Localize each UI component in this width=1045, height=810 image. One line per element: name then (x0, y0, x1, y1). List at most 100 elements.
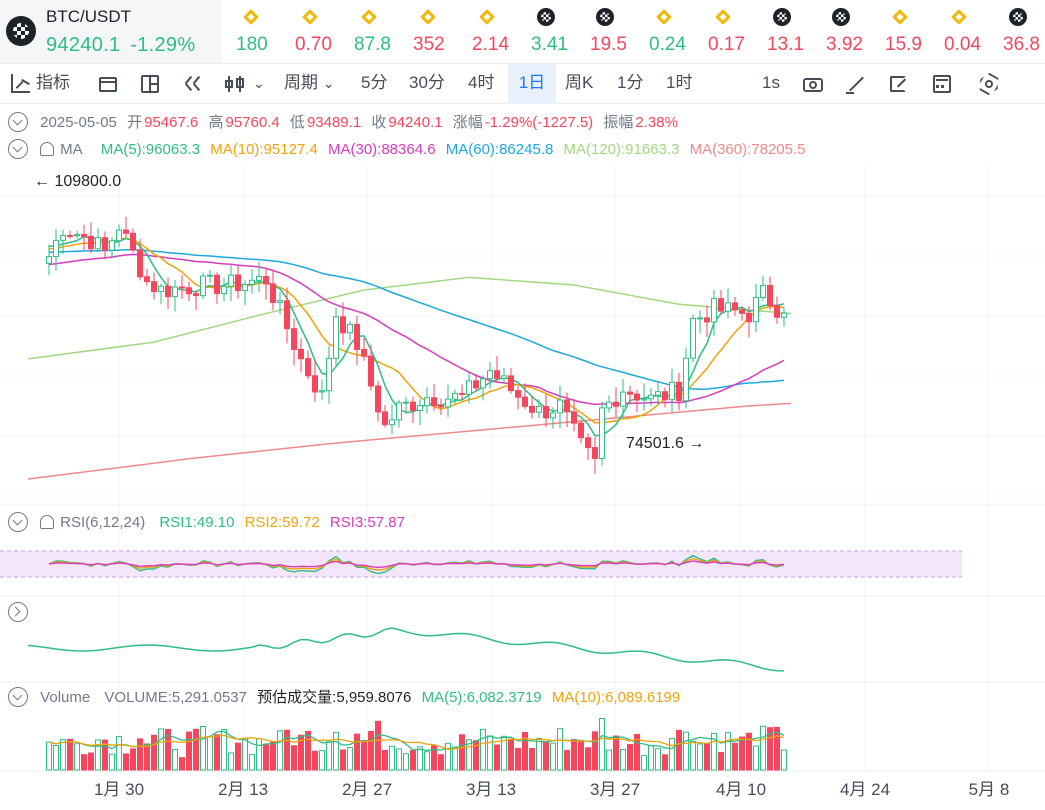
layout-icon[interactable] (139, 73, 161, 95)
change-value: -1.29%(-1227.5) (484, 114, 594, 131)
ma-legend: MA MA(5):96063.3 MA(10):95127.4 MA(30):8… (0, 138, 811, 162)
interval-5m[interactable]: 5分 (361, 73, 388, 92)
candle-body (760, 285, 766, 298)
chevron-down-icon[interactable]: ⌄ (253, 75, 265, 91)
candle-body (291, 328, 297, 350)
volume-bar (613, 735, 619, 771)
interval-1w[interactable]: 周K (565, 73, 594, 92)
alert-bell-icon[interactable] (40, 514, 55, 529)
candle-type-icon[interactable] (224, 73, 246, 95)
candle-body (242, 283, 248, 292)
symbol-selector[interactable]: BTC/USDT 94240.1 -1.29% (0, 0, 222, 63)
volume-bar (382, 749, 388, 771)
volume-bar (648, 744, 654, 771)
candle-body (389, 419, 395, 426)
coin-value: 13.1 (767, 34, 804, 55)
candle-body (718, 298, 724, 312)
interval-1min[interactable]: 1分 (617, 73, 644, 92)
amplitude-label: 振幅 (603, 114, 634, 131)
cursor-edit-icon[interactable] (887, 73, 909, 95)
coin-value: 87.8 (354, 34, 391, 55)
candle-body (214, 274, 220, 295)
candle-body (172, 286, 178, 298)
candle-body (781, 312, 787, 318)
volume-bar (550, 742, 556, 771)
indicator-button[interactable]: 指标 (36, 73, 70, 92)
candle-body (137, 249, 143, 278)
coin-7[interactable]: 0.24 (649, 6, 695, 63)
interval-1hour[interactable]: 1时 (666, 73, 693, 92)
volume-legend-title: Volume (40, 689, 91, 706)
volume-bar (487, 735, 493, 771)
volume-bar (732, 742, 738, 771)
coin-3[interactable]: 352 (413, 6, 459, 63)
volume-bar (123, 753, 129, 771)
camera-icon[interactable] (802, 73, 824, 95)
candle-body (522, 396, 528, 407)
x-tick-label: 4月 24 (840, 780, 890, 799)
candle-body (662, 391, 668, 401)
candle-body (88, 235, 94, 250)
coin-2[interactable]: 87.8 (354, 6, 400, 63)
volume-bar (508, 738, 514, 771)
volume-bar (431, 745, 437, 771)
expand-chevron-icon[interactable] (8, 601, 28, 622)
coin-6[interactable]: 19.5 (590, 6, 636, 63)
period-button[interactable]: 周期 ⌄ (284, 64, 334, 104)
volume-bar (564, 749, 570, 771)
volume-bar (711, 732, 717, 771)
coin-11[interactable]: 15.9 (885, 6, 931, 63)
coin-4[interactable]: 2.14 (472, 6, 518, 63)
coin-5[interactable]: 3.41 (531, 6, 577, 63)
indicator-icon[interactable] (10, 73, 32, 95)
btc-logo-icon (6, 16, 36, 46)
coin-10[interactable]: 3.92 (826, 6, 872, 63)
volume-bar (116, 735, 122, 771)
volume-ma5-line (48, 730, 785, 752)
coin-8[interactable]: 0.17 (708, 6, 754, 63)
volume-bar (690, 740, 696, 771)
collapse-chevron-icon[interactable] (8, 111, 28, 132)
interval-30m[interactable]: 30分 (409, 73, 445, 92)
candle-body (228, 274, 234, 287)
candle-body (179, 286, 185, 289)
candle-body (494, 370, 500, 379)
volume-bar (249, 754, 255, 771)
calculator-icon[interactable] (931, 73, 953, 95)
settings-icon[interactable] (978, 73, 1000, 95)
candle-body (368, 355, 374, 387)
coin-13[interactable]: 36.8 (1003, 6, 1045, 63)
coin-9[interactable]: 13.1 (767, 6, 813, 63)
x-tick-label: 3月 13 (466, 780, 516, 799)
calendar-icon[interactable] (97, 73, 119, 95)
candle-body (46, 256, 52, 264)
volume-bar (725, 732, 731, 771)
alert-bell-icon[interactable] (40, 141, 55, 156)
pencil-icon[interactable] (845, 73, 867, 95)
volume-bar (228, 752, 234, 771)
collapse-chevron-icon[interactable] (8, 138, 28, 159)
candle-body (438, 405, 444, 408)
volume-bar (445, 742, 451, 771)
volume-bar (60, 739, 66, 771)
collapse-chevron-icon[interactable] (8, 511, 28, 532)
rsi-legend: RSI(6,12,24) RSI1:49.10 RSI2:59.72 RSI3:… (0, 511, 411, 535)
coin-12[interactable]: 0.04 (944, 6, 990, 63)
coin-1[interactable]: 0.70 (295, 6, 341, 63)
candle-body (774, 305, 780, 318)
collapse-chevron-icon[interactable] (8, 686, 28, 707)
refresh-seconds[interactable]: 1s (762, 73, 780, 92)
symbol-name: BTC/USDT (46, 7, 131, 26)
volume-bar (459, 734, 465, 771)
interval-4h[interactable]: 4时 (468, 73, 495, 92)
volume-bar (466, 739, 472, 771)
coin-0[interactable]: 180 (236, 6, 282, 63)
candle-body (81, 234, 87, 237)
candle-body (655, 391, 661, 396)
volume-bar (739, 736, 745, 771)
volume-bar (634, 733, 640, 771)
interval-1d[interactable]: 1日 (508, 64, 556, 104)
candle-body (144, 276, 150, 283)
